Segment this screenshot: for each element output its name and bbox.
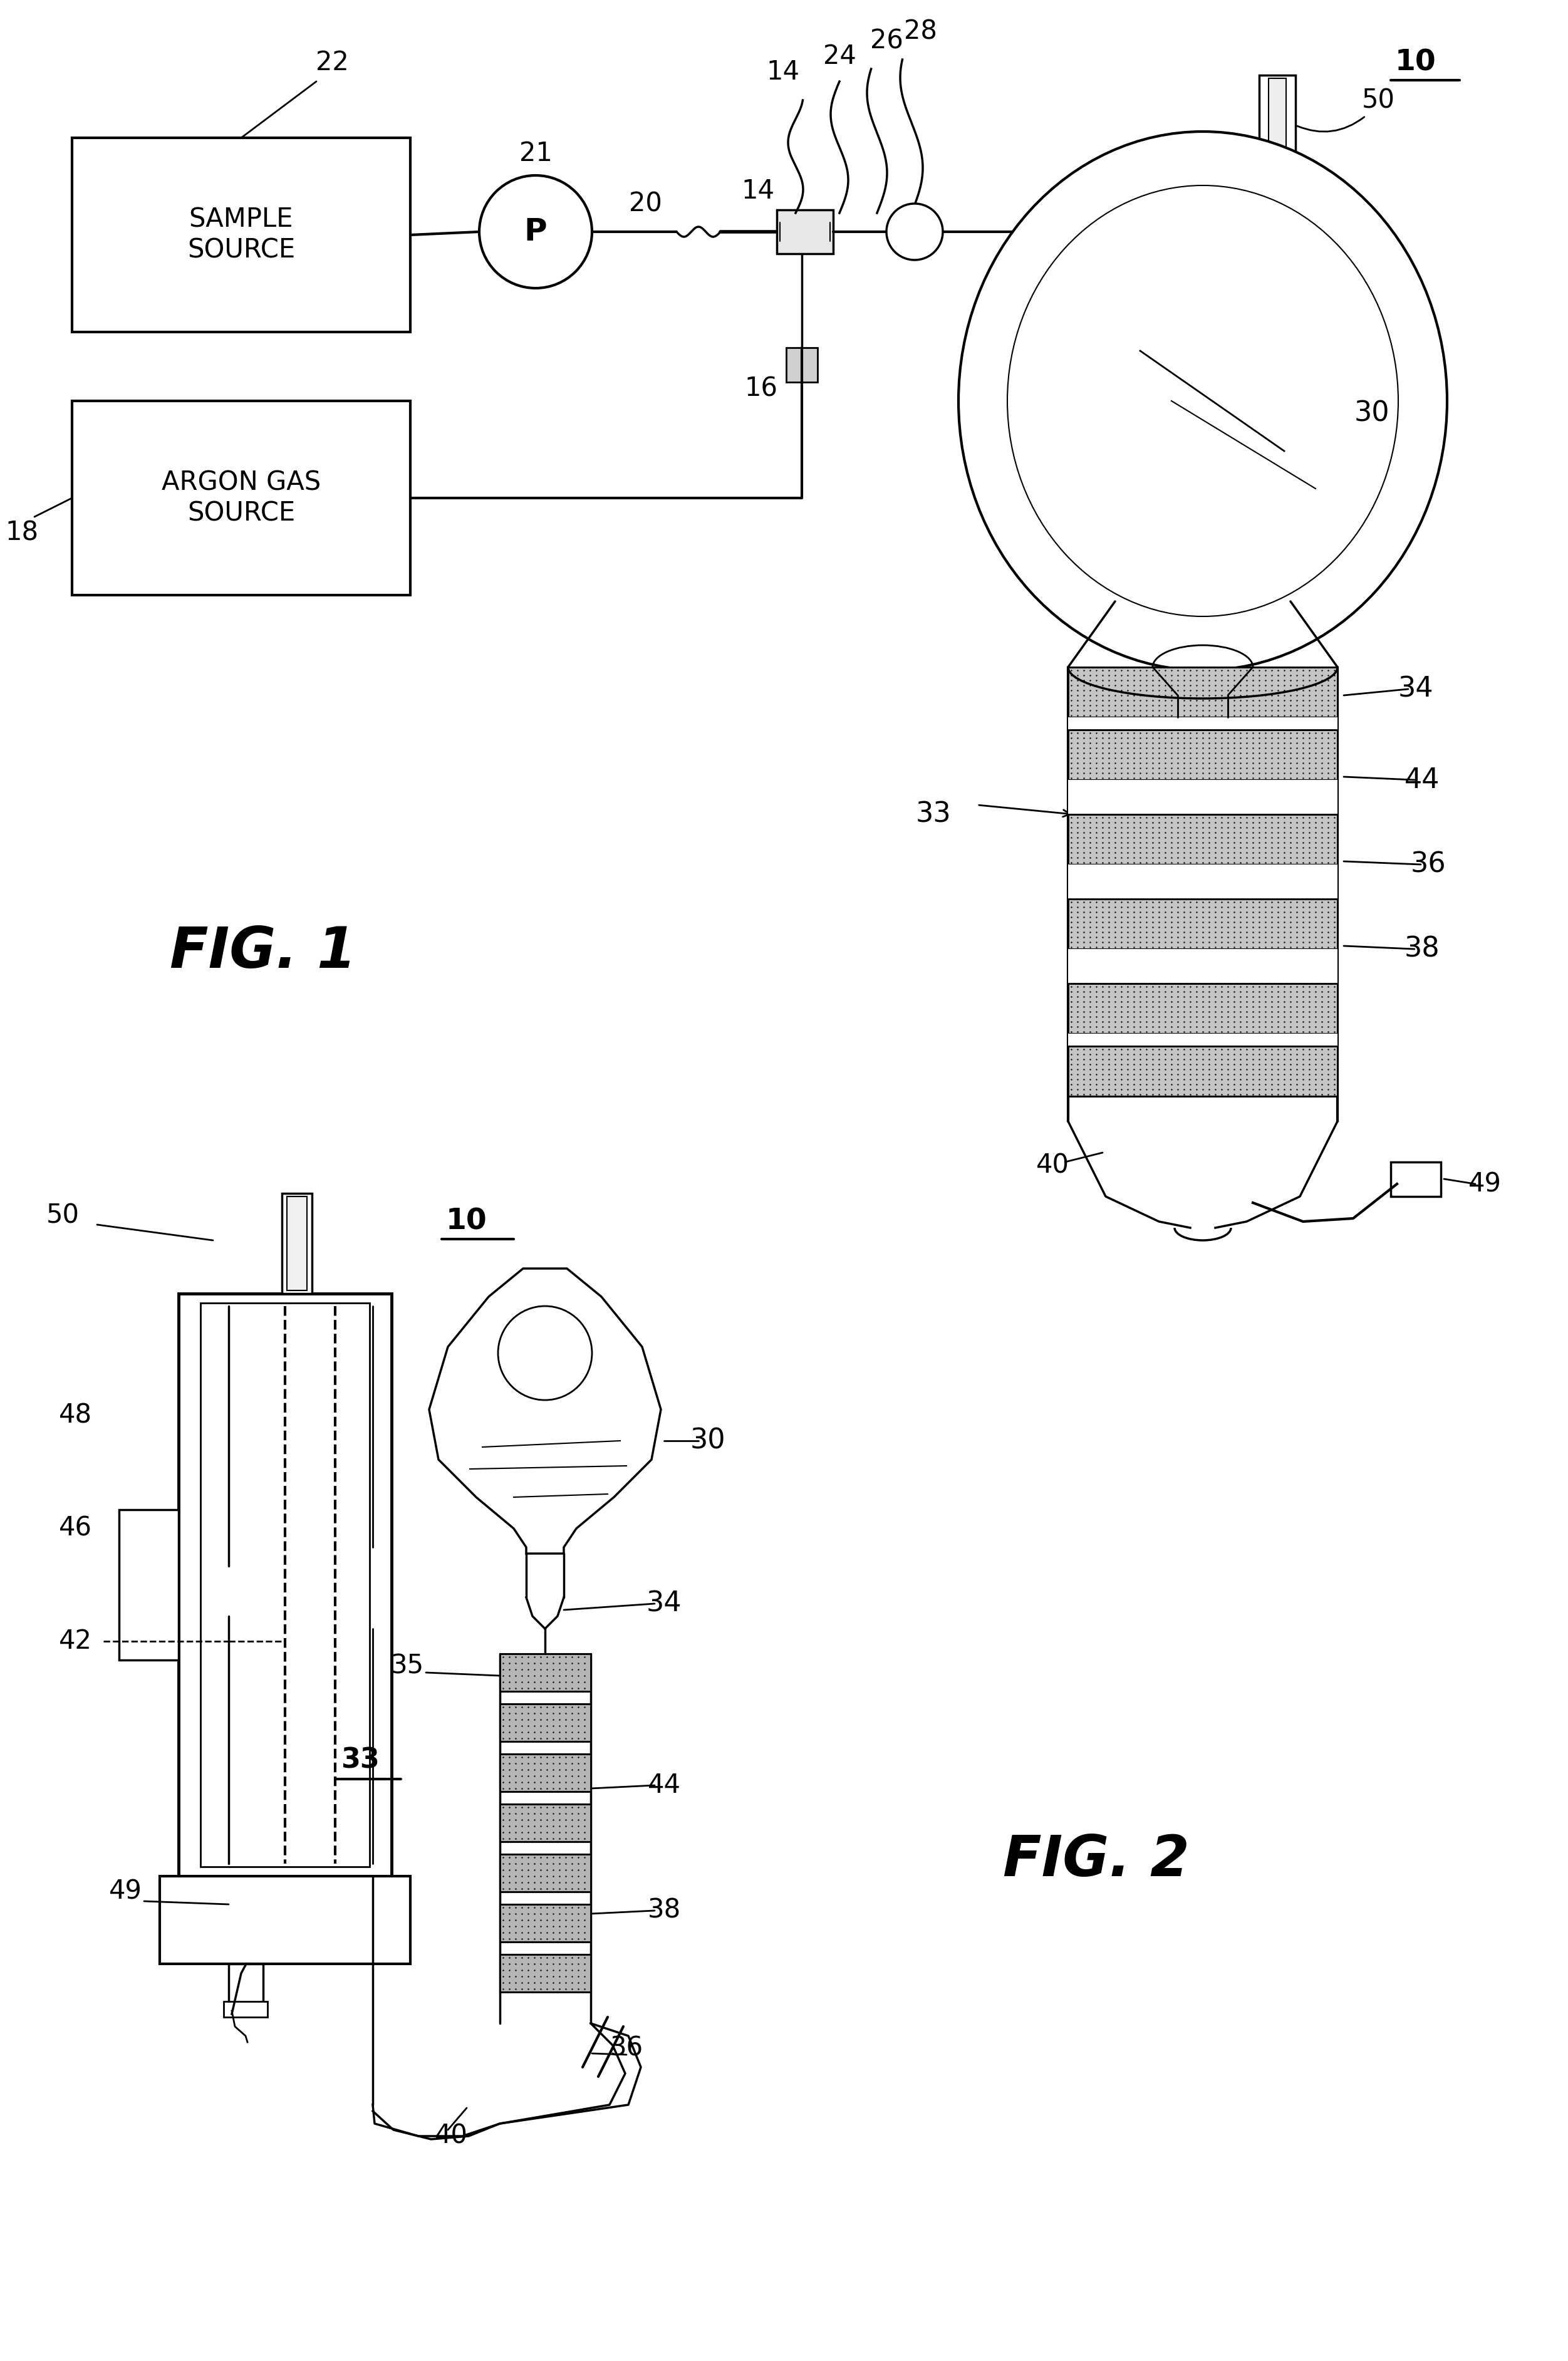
Text: 10: 10: [447, 1206, 488, 1235]
Text: 34: 34: [646, 1591, 682, 1617]
Bar: [224, 2002, 268, 2016]
Bar: [1269, 78, 1286, 198]
Text: 24: 24: [823, 42, 856, 68]
Text: 42: 42: [58, 1629, 93, 1655]
Bar: [500, 1955, 591, 1993]
Bar: [500, 1905, 591, 1941]
Text: 36: 36: [610, 2035, 643, 2061]
Text: 30: 30: [690, 1428, 726, 1454]
Text: 28: 28: [905, 19, 938, 45]
Bar: [1068, 864, 1338, 900]
Text: 30: 30: [1355, 399, 1389, 427]
Text: 38: 38: [648, 1898, 681, 1924]
Bar: [1068, 985, 1338, 1034]
Circle shape: [886, 203, 942, 260]
Text: 48: 48: [58, 1402, 93, 1428]
Bar: [500, 1653, 591, 1690]
Bar: [500, 1804, 591, 1842]
Text: 46: 46: [58, 1516, 93, 1542]
Text: 20: 20: [629, 191, 662, 217]
Text: 34: 34: [1399, 675, 1433, 704]
Ellipse shape: [958, 132, 1447, 671]
Text: 40: 40: [1036, 1152, 1069, 1178]
Text: 44: 44: [1405, 767, 1439, 793]
Text: 16: 16: [745, 375, 778, 401]
Text: FIG. 2: FIG. 2: [1004, 1832, 1190, 1889]
Circle shape: [499, 1306, 593, 1400]
Text: 18: 18: [5, 519, 39, 545]
Text: 14: 14: [742, 177, 775, 203]
Bar: [1068, 949, 1338, 985]
Text: 35: 35: [390, 1653, 423, 1679]
Bar: [1068, 779, 1338, 815]
Text: SAMPLE
SOURCE: SAMPLE SOURCE: [187, 205, 295, 264]
Bar: [500, 1705, 591, 1742]
Bar: [786, 347, 817, 382]
Bar: [229, 1964, 263, 2012]
Bar: [1391, 1162, 1441, 1197]
Bar: [1068, 1046, 1338, 1096]
Text: 44: 44: [648, 1773, 681, 1799]
Bar: [776, 210, 833, 253]
Polygon shape: [430, 1268, 660, 1554]
Circle shape: [480, 175, 593, 288]
Bar: [72, 401, 411, 595]
Text: 26: 26: [870, 28, 903, 54]
Text: 10: 10: [1396, 50, 1436, 78]
Text: 14: 14: [767, 59, 800, 85]
Bar: [1068, 730, 1338, 779]
Bar: [160, 1877, 411, 1964]
Text: ARGON GAS
SOURCE: ARGON GAS SOURCE: [162, 470, 321, 527]
Bar: [1068, 1034, 1338, 1046]
Bar: [1068, 815, 1338, 864]
Text: 49: 49: [1468, 1171, 1501, 1197]
Text: P: P: [524, 217, 547, 248]
Text: 50: 50: [45, 1202, 80, 1228]
Text: 40: 40: [434, 2123, 467, 2149]
Text: 38: 38: [1405, 935, 1439, 963]
Bar: [1068, 668, 1338, 718]
Bar: [72, 137, 411, 333]
Text: 33: 33: [916, 800, 952, 829]
Bar: [179, 1294, 392, 1877]
Text: 36: 36: [1411, 850, 1446, 878]
Bar: [119, 1509, 179, 1660]
Bar: [500, 1853, 591, 1891]
Text: 49: 49: [108, 1879, 141, 1905]
Bar: [500, 1754, 591, 1792]
Text: 21: 21: [519, 139, 552, 168]
Bar: [1068, 900, 1338, 949]
Bar: [201, 1303, 370, 1868]
Text: 50: 50: [1361, 87, 1396, 113]
Bar: [1068, 718, 1338, 730]
Bar: [287, 1197, 307, 1291]
Bar: [1259, 76, 1295, 201]
Text: FIG. 1: FIG. 1: [169, 926, 356, 980]
Text: 22: 22: [315, 50, 348, 76]
Text: 33: 33: [340, 1747, 379, 1773]
Bar: [282, 1192, 312, 1294]
